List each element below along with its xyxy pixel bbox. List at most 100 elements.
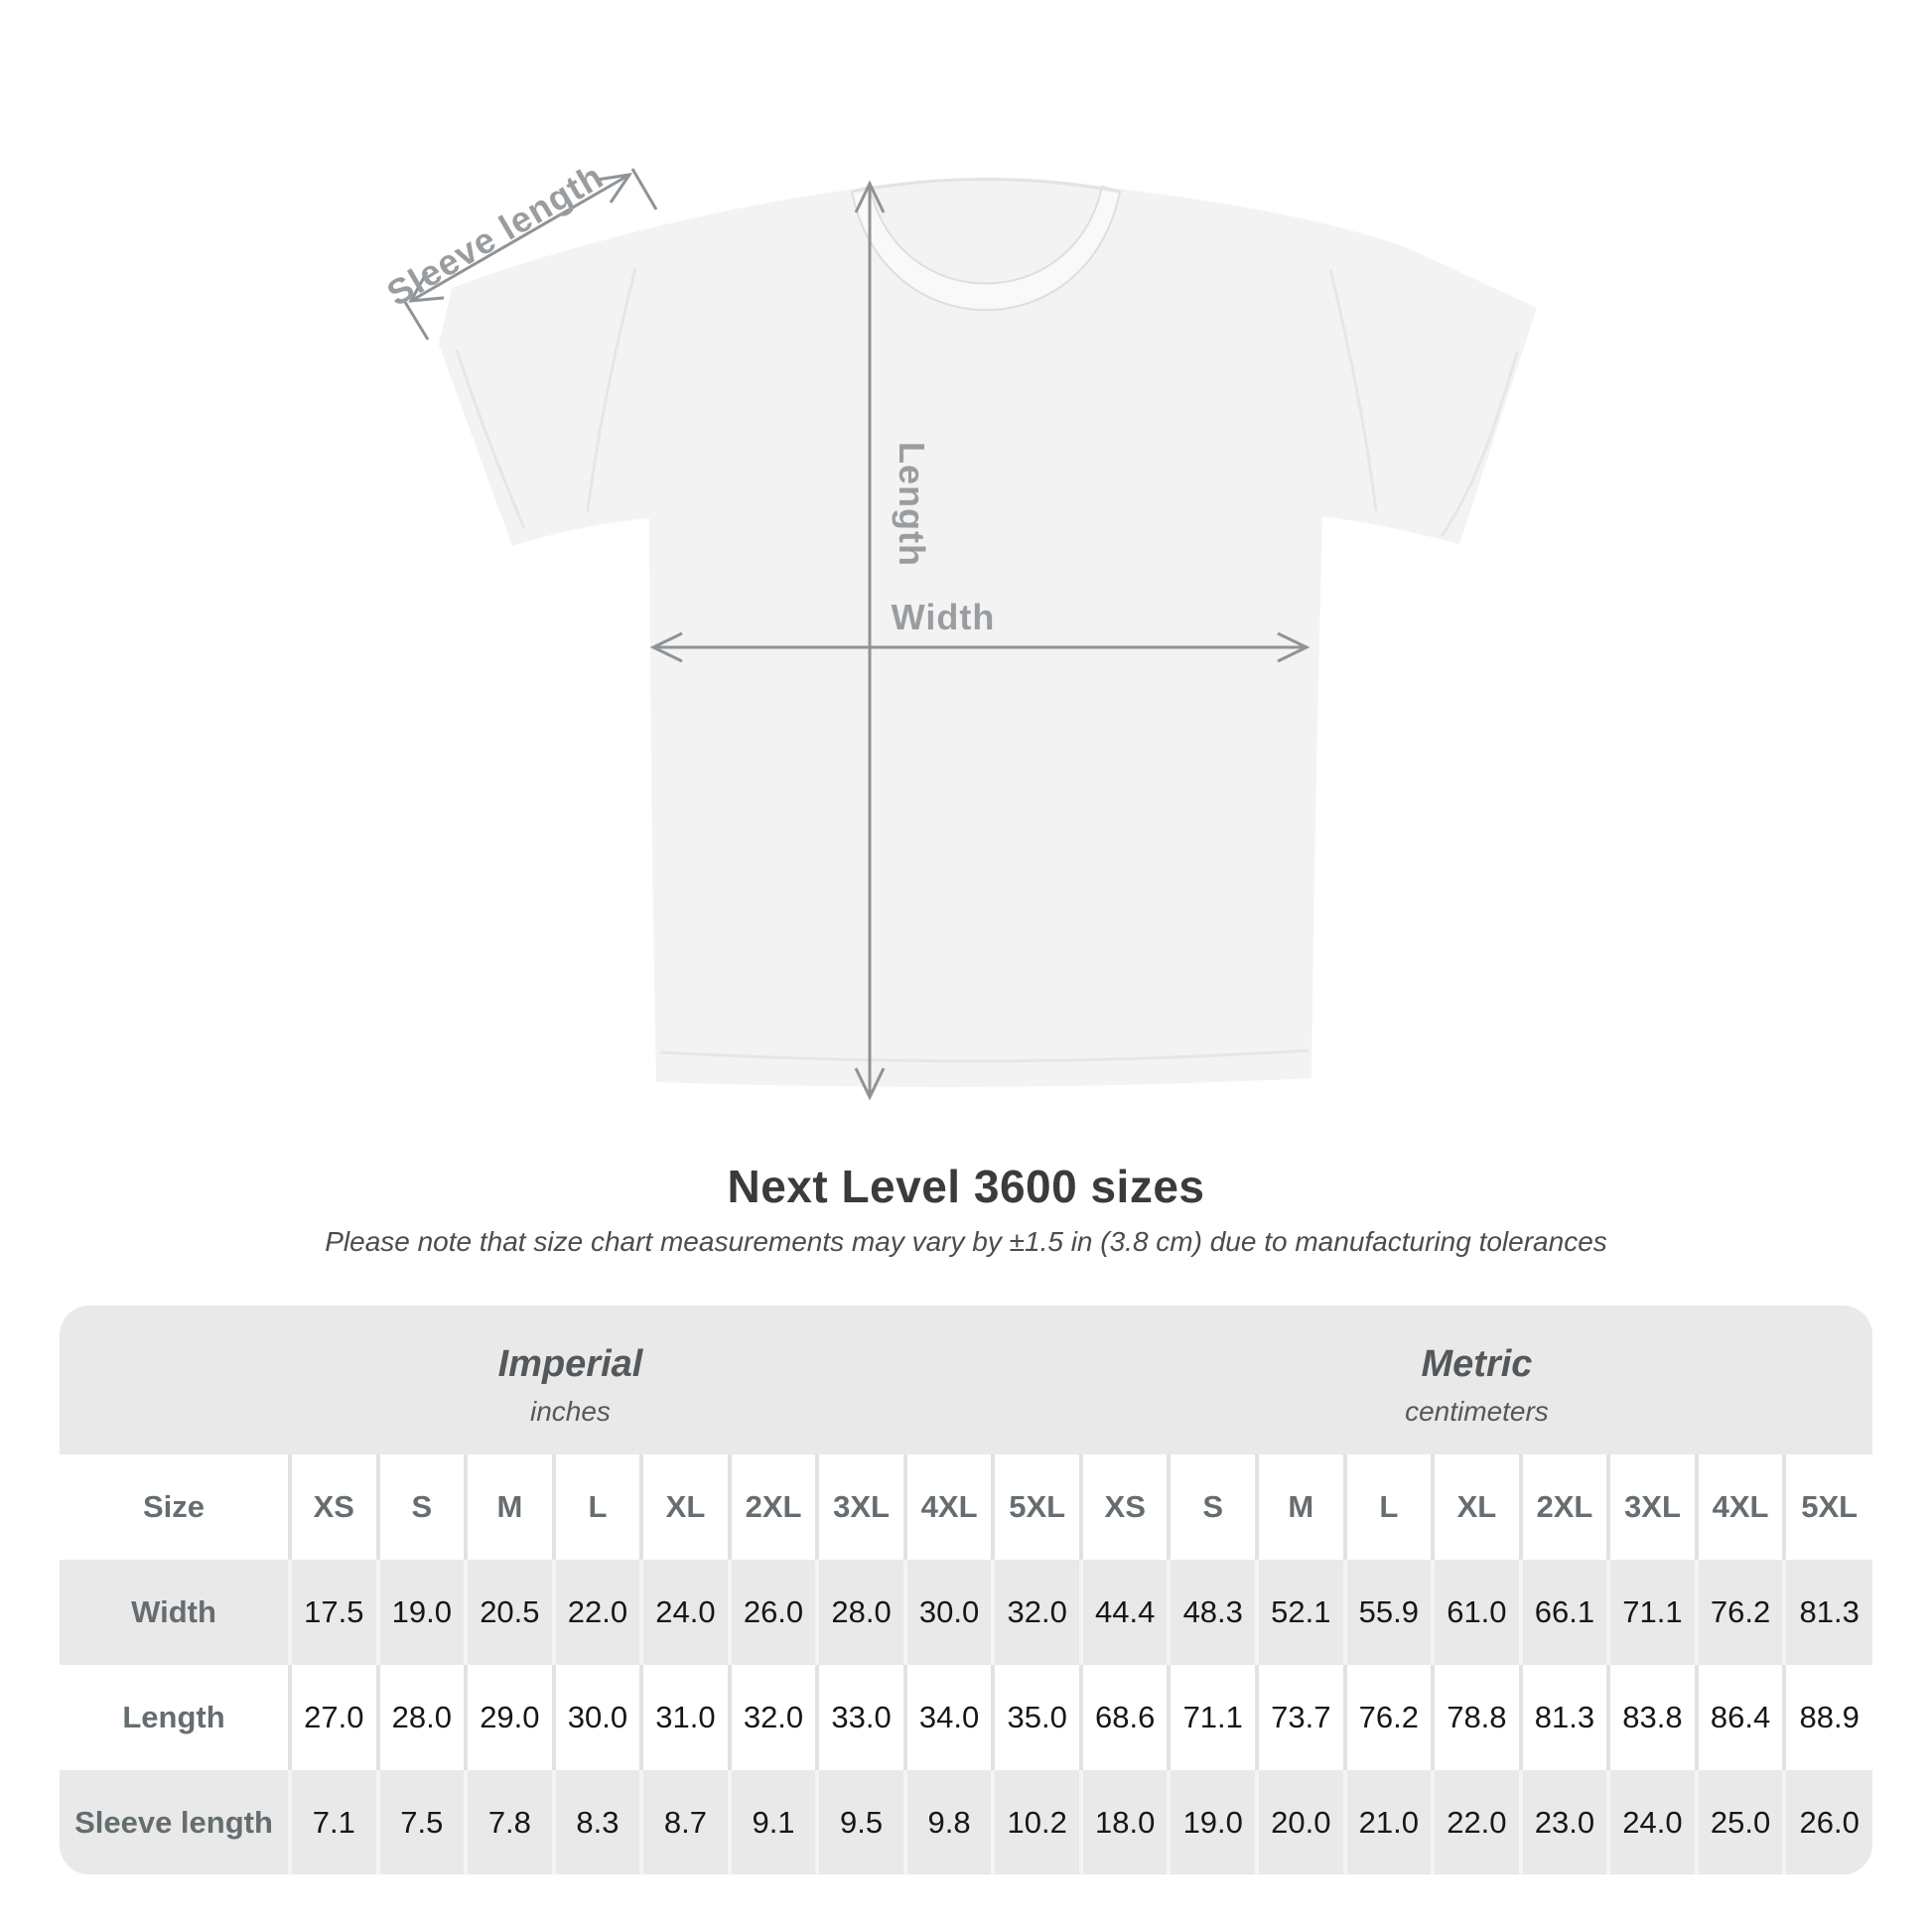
value-cell: 88.9 xyxy=(1782,1665,1872,1770)
value-cell: 61.0 xyxy=(1431,1560,1521,1665)
size-header: 4XL xyxy=(902,1454,994,1560)
value-cell: 7.8 xyxy=(464,1770,554,1874)
size-header: S xyxy=(1167,1454,1258,1560)
value-cell: 9.5 xyxy=(815,1770,905,1874)
value-cell: 25.0 xyxy=(1694,1770,1785,1874)
value-cell: 22.0 xyxy=(1431,1770,1521,1874)
size-header: L xyxy=(1342,1454,1434,1560)
value-cell: 55.9 xyxy=(1342,1560,1434,1665)
tshirt-measurement-diagram: Sleeve length Length Width xyxy=(380,155,1537,1101)
size-header: 2XL xyxy=(727,1454,818,1560)
row-label: Sleeve length xyxy=(74,1805,273,1840)
value-cell: 73.7 xyxy=(1255,1665,1345,1770)
value-cell: 26.0 xyxy=(1782,1770,1872,1874)
size-header: 5XL xyxy=(991,1454,1081,1560)
value-cell: 33.0 xyxy=(815,1665,905,1770)
value-cell: 76.2 xyxy=(1694,1560,1785,1665)
value-cell: 9.1 xyxy=(727,1770,818,1874)
imperial-header: Imperial inches xyxy=(60,1306,1081,1454)
garment-seams xyxy=(455,267,1519,1063)
value-cell: 30.0 xyxy=(902,1560,994,1665)
size-header-row: Size XS S M L XL 2XL 3XL 4XL 5XL XS S M … xyxy=(60,1454,1872,1560)
value-cell: 32.0 xyxy=(991,1560,1081,1665)
value-cell: 8.3 xyxy=(551,1770,642,1874)
value-cell: 81.3 xyxy=(1518,1665,1609,1770)
value-cell: 44.4 xyxy=(1078,1560,1170,1665)
value-cell: 22.0 xyxy=(551,1560,642,1665)
size-header: 3XL xyxy=(815,1454,905,1560)
value-cell: 8.7 xyxy=(639,1770,730,1874)
value-cell: 35.0 xyxy=(991,1665,1081,1770)
table-row-length: Length 27.0 28.0 29.0 30.0 31.0 32.0 33.… xyxy=(60,1665,1872,1770)
size-header: M xyxy=(1255,1454,1345,1560)
width-arrow xyxy=(649,631,1311,663)
page-subtitle: Please note that size chart measurements… xyxy=(325,1226,1607,1257)
value-cell: 31.0 xyxy=(639,1665,730,1770)
value-cell: 9.8 xyxy=(902,1770,994,1874)
value-cell: 21.0 xyxy=(1342,1770,1434,1874)
size-header: S xyxy=(375,1454,467,1560)
value-cell: 28.0 xyxy=(375,1665,467,1770)
value-cell: 71.1 xyxy=(1606,1560,1697,1665)
page-title: Next Level 3600 sizes xyxy=(727,1161,1205,1212)
size-table-container: Imperial inches Metric centimeters Size … xyxy=(60,1306,1872,1874)
value-cell: 17.5 xyxy=(288,1560,378,1665)
size-table: Imperial inches Metric centimeters Size … xyxy=(60,1306,1872,1874)
value-cell: 30.0 xyxy=(551,1665,642,1770)
metric-label: Metric xyxy=(1421,1342,1533,1385)
table-row-width: Width 17.5 19.0 20.5 22.0 24.0 26.0 28.0… xyxy=(60,1560,1872,1665)
value-cell: 26.0 xyxy=(727,1560,818,1665)
size-header: XS xyxy=(1078,1454,1170,1560)
value-cell: 18.0 xyxy=(1078,1770,1170,1874)
value-cell: 19.0 xyxy=(375,1560,467,1665)
size-header: XL xyxy=(639,1454,730,1560)
value-cell: 24.0 xyxy=(639,1560,730,1665)
value-cell: 32.0 xyxy=(727,1665,818,1770)
value-cell: 83.8 xyxy=(1606,1665,1697,1770)
length-arrow xyxy=(854,180,886,1101)
collar-top-seam xyxy=(851,178,1121,194)
row-label: Width xyxy=(131,1594,216,1629)
imperial-label: Imperial xyxy=(497,1342,643,1385)
imperial-sublabel: inches xyxy=(529,1395,611,1427)
size-header: 4XL xyxy=(1694,1454,1785,1560)
size-header: 2XL xyxy=(1518,1454,1609,1560)
size-column-header: Size xyxy=(142,1489,206,1524)
value-cell: 29.0 xyxy=(464,1665,554,1770)
value-cell: 19.0 xyxy=(1167,1770,1258,1874)
value-cell: 68.6 xyxy=(1078,1665,1170,1770)
value-cell: 48.3 xyxy=(1167,1560,1258,1665)
size-header: M xyxy=(464,1454,554,1560)
value-cell: 86.4 xyxy=(1694,1665,1785,1770)
value-cell: 76.2 xyxy=(1342,1665,1434,1770)
value-cell: 28.0 xyxy=(815,1560,905,1665)
size-header: 3XL xyxy=(1606,1454,1697,1560)
tshirt-silhouette xyxy=(439,178,1537,1087)
value-cell: 23.0 xyxy=(1518,1770,1609,1874)
size-header: XL xyxy=(1431,1454,1521,1560)
unit-header-row: Imperial inches Metric centimeters xyxy=(60,1306,1872,1454)
value-cell: 66.1 xyxy=(1518,1560,1609,1665)
value-cell: 34.0 xyxy=(902,1665,994,1770)
value-cell: 24.0 xyxy=(1606,1770,1697,1874)
value-cell: 20.0 xyxy=(1255,1770,1345,1874)
value-cell: 27.0 xyxy=(288,1665,378,1770)
value-cell: 7.5 xyxy=(375,1770,467,1874)
table-row-sleeve-length: Sleeve length 7.1 7.5 7.8 8.3 8.7 9.1 9.… xyxy=(60,1770,1872,1874)
metric-sublabel: centimeters xyxy=(1405,1395,1549,1427)
value-cell: 20.5 xyxy=(464,1560,554,1665)
value-cell: 71.1 xyxy=(1167,1665,1258,1770)
metric-header: Metric centimeters xyxy=(1081,1306,1872,1454)
value-cell: 81.3 xyxy=(1782,1560,1872,1665)
value-cell: 7.1 xyxy=(288,1770,378,1874)
value-cell: 10.2 xyxy=(991,1770,1081,1874)
size-header: XS xyxy=(288,1454,378,1560)
value-cell: 52.1 xyxy=(1255,1560,1345,1665)
value-cell: 78.8 xyxy=(1431,1665,1521,1770)
length-label: Length xyxy=(892,442,932,567)
row-label: Length xyxy=(122,1700,225,1734)
size-header: L xyxy=(551,1454,642,1560)
width-label: Width xyxy=(892,597,996,637)
sleeve-length-arrow xyxy=(401,168,658,341)
